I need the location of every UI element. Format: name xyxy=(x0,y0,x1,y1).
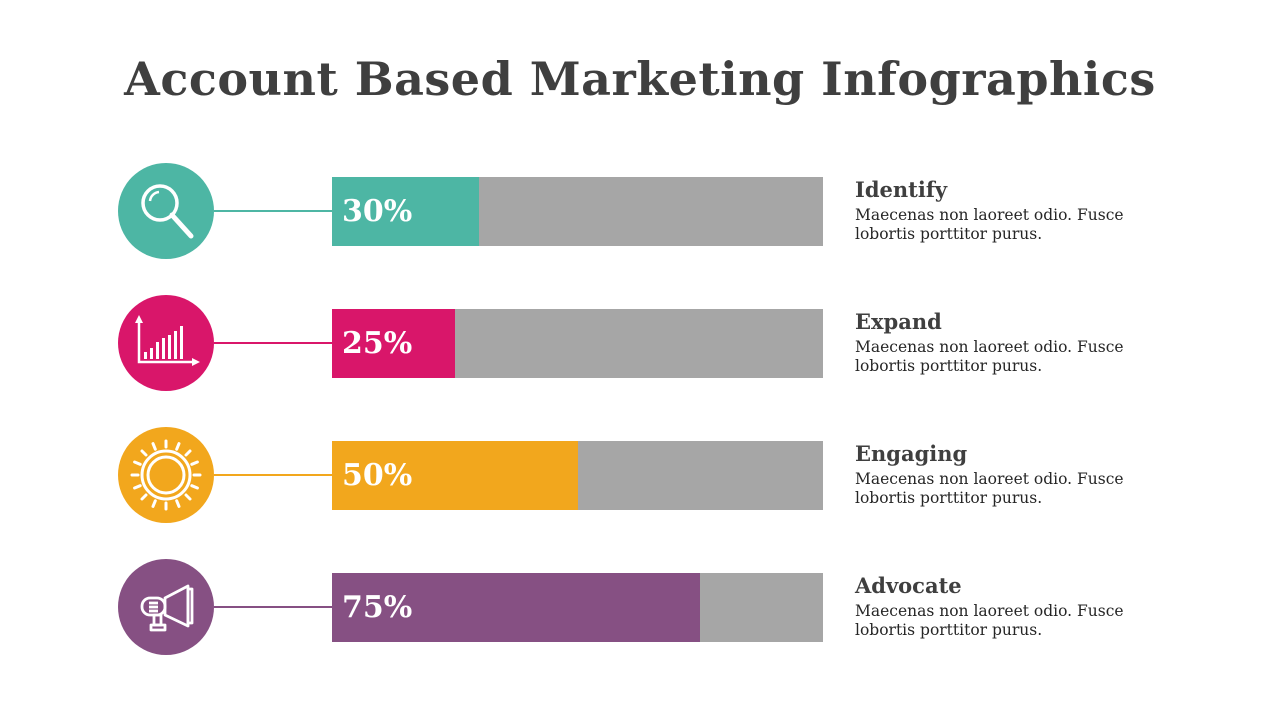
icon-circle xyxy=(118,295,214,391)
bar-chart-icon xyxy=(135,315,200,366)
item-heading: Identify xyxy=(855,177,948,202)
page-title: Account Based Marketing Infographics xyxy=(124,52,1156,106)
item-advocate: 75% Advocate Maecenas non laoreet odio. … xyxy=(0,559,1280,655)
megaphone-icon xyxy=(140,584,194,632)
icon-circle xyxy=(118,559,214,655)
connector-line xyxy=(214,342,332,344)
progress-track: 75% xyxy=(332,573,823,642)
progress-track: 50% xyxy=(332,441,823,510)
item-heading: Advocate xyxy=(855,573,962,598)
connector-line xyxy=(214,606,332,608)
connector-line xyxy=(214,210,332,212)
item-description: Maecenas non laoreet odio. Fusce loborti… xyxy=(855,602,1124,639)
item-description: Maecenas non laoreet odio. Fusce loborti… xyxy=(855,470,1124,507)
icon-circle xyxy=(118,163,214,259)
progress-track: 25% xyxy=(332,309,823,378)
progress-fill xyxy=(332,441,578,510)
item-engaging: 50% Engaging Maecenas non laoreet odio. … xyxy=(0,427,1280,523)
progress-fill xyxy=(332,573,701,642)
percent-label: 30% xyxy=(342,194,413,229)
percent-label: 50% xyxy=(342,458,413,493)
item-description: Maecenas non laoreet odio. Fusce loborti… xyxy=(855,338,1124,375)
item-identify: 30% Identify Maecenas non laoreet odio. … xyxy=(0,163,1280,259)
progress-fill xyxy=(332,177,480,246)
icon-circle xyxy=(118,427,214,523)
item-heading: Engaging xyxy=(855,441,968,466)
item-expand: 25% Expand Maecenas non laoreet odio. Fu… xyxy=(0,295,1280,391)
magnifier-icon xyxy=(141,184,194,239)
sun-gear-icon xyxy=(130,439,202,511)
percent-label: 75% xyxy=(342,590,413,625)
progress-fill xyxy=(332,309,455,378)
item-description: Maecenas non laoreet odio. Fusce loborti… xyxy=(855,206,1124,243)
connector-line xyxy=(214,474,332,476)
percent-label: 25% xyxy=(342,326,413,361)
progress-track: 30% xyxy=(332,177,823,246)
item-heading: Expand xyxy=(855,309,942,334)
